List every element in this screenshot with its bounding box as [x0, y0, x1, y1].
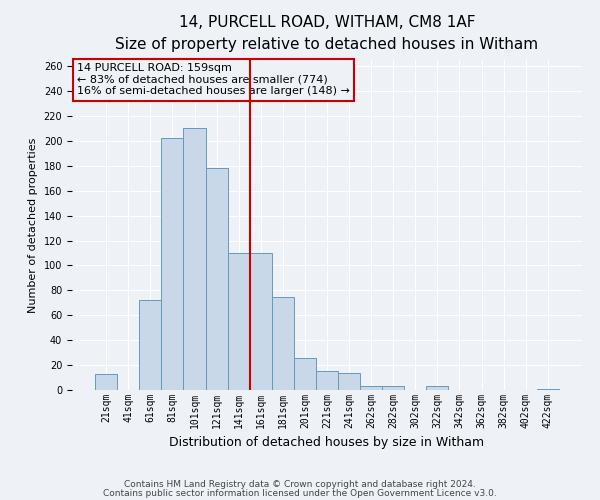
Text: Contains HM Land Registry data © Crown copyright and database right 2024.: Contains HM Land Registry data © Crown c…: [124, 480, 476, 489]
Bar: [139, 300, 161, 390]
Bar: [95, 374, 117, 390]
Y-axis label: Number of detached properties: Number of detached properties: [28, 138, 38, 312]
Bar: [427, 386, 448, 390]
Bar: [537, 389, 559, 390]
Bar: [360, 386, 382, 390]
Bar: [161, 138, 184, 390]
Bar: [272, 296, 294, 390]
Bar: [227, 253, 250, 390]
Bar: [250, 253, 272, 390]
Bar: [184, 128, 206, 390]
Bar: [338, 372, 360, 390]
Title: 14, PURCELL ROAD, WITHAM, CM8 1AF
Size of property relative to detached houses i: 14, PURCELL ROAD, WITHAM, CM8 1AF Size o…: [115, 14, 539, 52]
Bar: [206, 168, 227, 390]
X-axis label: Distribution of detached houses by size in Witham: Distribution of detached houses by size …: [169, 436, 485, 450]
Bar: [382, 386, 404, 390]
Bar: [294, 358, 316, 390]
Bar: [316, 372, 338, 390]
Text: Contains public sector information licensed under the Open Government Licence v3: Contains public sector information licen…: [103, 489, 497, 498]
Text: 14 PURCELL ROAD: 159sqm
← 83% of detached houses are smaller (774)
16% of semi-d: 14 PURCELL ROAD: 159sqm ← 83% of detache…: [77, 64, 350, 96]
